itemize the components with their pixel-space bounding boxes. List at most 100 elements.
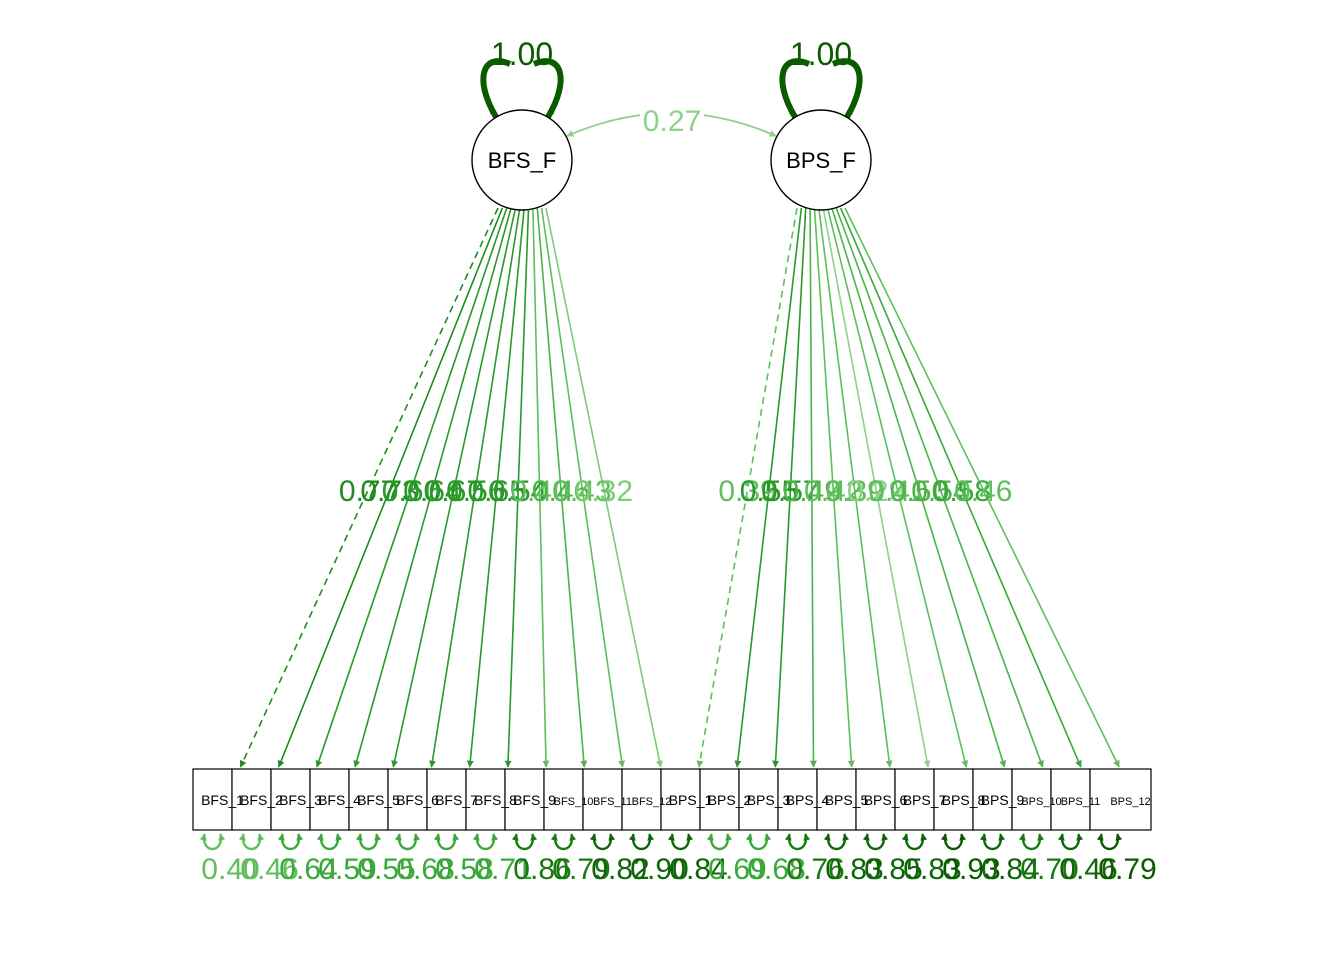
indicator-label: BPS_4	[786, 792, 830, 808]
variance-loop-left	[480, 58, 512, 119]
loading-edge	[504, 207, 530, 768]
residual-label: 0.68	[747, 853, 805, 886]
indicator-label: BPS_3	[747, 792, 791, 808]
loading-edge	[540, 207, 626, 768]
label-layer: 1.00 1.000.270.77BFS_10.400.73BFS_20.460.…	[201, 36, 1157, 886]
residual-loop	[979, 833, 1006, 851]
residual-label: 0.55	[357, 853, 415, 886]
indicator-box	[855, 768, 896, 831]
loading-edge	[835, 207, 1044, 768]
residual-label: 0.58	[435, 853, 493, 886]
latent-label: BPS_F	[786, 148, 856, 173]
latent-variance-label: 1.00	[491, 36, 553, 72]
residual-label: 0.93	[942, 853, 1000, 886]
indicator-box	[309, 768, 350, 831]
residual-loop	[238, 833, 265, 851]
residual-label: 0.71	[474, 853, 532, 886]
loading-label: 0.57	[761, 475, 819, 508]
indicator-label: BFS_3	[279, 792, 322, 808]
residual-label: 0.40	[201, 853, 259, 886]
loading-label: 0.50	[890, 475, 948, 508]
loading-label: 0.58	[933, 475, 991, 508]
loading-label: 0.56	[446, 475, 504, 508]
indicator-box	[777, 768, 818, 831]
indicator-label: BPS_12	[1110, 796, 1150, 808]
loading-edge	[696, 207, 798, 768]
latent-node	[471, 109, 573, 211]
loading-label: 0.43	[553, 475, 611, 508]
residual-layer	[199, 833, 1123, 851]
residual-loop	[667, 833, 694, 851]
loading-edge	[532, 207, 550, 768]
loading-edge	[239, 207, 499, 768]
node-layer	[192, 58, 1152, 831]
residual-label: 0.90	[630, 853, 688, 886]
indicator-label: BFS_12	[632, 796, 672, 808]
loading-label: 0.60	[382, 475, 440, 508]
loading-edge	[826, 207, 969, 768]
indicator-box	[972, 768, 1013, 831]
indicator-label: BPS_10	[1021, 796, 1061, 808]
loading-edge	[809, 207, 817, 768]
indicator-label: BFS_10	[554, 796, 594, 808]
indicator-label: BPS_7	[903, 792, 947, 808]
loading-edge	[429, 207, 521, 768]
loading-edge	[813, 207, 855, 768]
indicator-box	[465, 768, 506, 831]
loading-label: 0.49	[783, 475, 841, 508]
loading-label: 0.73	[360, 475, 418, 508]
indicator-label: BPS_1	[669, 792, 713, 808]
indicator-label: BFS_6	[396, 792, 439, 808]
loading-edge	[734, 207, 803, 768]
residual-label: 0.85	[864, 853, 922, 886]
residual-loop	[862, 833, 889, 851]
indicator-label: BFS_2	[240, 792, 283, 808]
residual-loop	[355, 833, 382, 851]
residual-loop	[940, 833, 967, 851]
variance-loop-left	[779, 58, 811, 119]
latent-variance-label: 1.00	[790, 36, 852, 72]
residual-label: 0.82	[591, 853, 649, 886]
covariance-layer	[566, 104, 777, 137]
indicator-label: BPS_6	[864, 792, 908, 808]
loading-edge	[818, 207, 893, 768]
loading-edge	[839, 207, 1082, 768]
indicator-box	[543, 768, 584, 831]
loading-label: 0.40	[510, 475, 568, 508]
residual-label: 0.69	[708, 853, 766, 886]
indicator-label: BPS_9	[981, 792, 1025, 808]
residual-label: 0.83	[825, 853, 883, 886]
residual-loop	[706, 833, 733, 851]
loading-edge	[391, 207, 517, 768]
residual-label: 0.83	[903, 853, 961, 886]
loading-edge	[545, 207, 663, 768]
indicator-label: BFS_8	[474, 792, 517, 808]
loading-edge	[353, 207, 512, 768]
loading-edge	[536, 207, 588, 768]
residual-loop	[316, 833, 343, 851]
residual-loop	[472, 833, 499, 851]
loading-label: 0.54	[489, 475, 547, 508]
residual-label: 0.68	[396, 853, 454, 886]
residual-loop	[1057, 833, 1084, 851]
loading-label: 0.46	[954, 475, 1012, 508]
indicator-box	[582, 768, 623, 831]
residual-loop	[199, 833, 226, 851]
covariance-label: 0.27	[643, 105, 701, 138]
indicator-box	[1089, 768, 1152, 831]
indicator-box	[699, 768, 740, 831]
variance-loop-right	[831, 58, 863, 119]
residual-loop	[1096, 833, 1123, 851]
indicator-label: BFS_9	[513, 792, 556, 808]
indicator-box	[1050, 768, 1091, 831]
loading-edge	[466, 207, 525, 768]
indicator-label: BPS_8	[942, 792, 986, 808]
indicator-label: BPS_11	[1061, 796, 1101, 808]
residual-loop	[823, 833, 850, 851]
loading-edge	[822, 207, 931, 768]
residual-loop	[745, 833, 772, 851]
loading-edges	[239, 207, 1120, 768]
indicator-box	[192, 768, 233, 831]
loading-label: 0.39	[718, 475, 776, 508]
